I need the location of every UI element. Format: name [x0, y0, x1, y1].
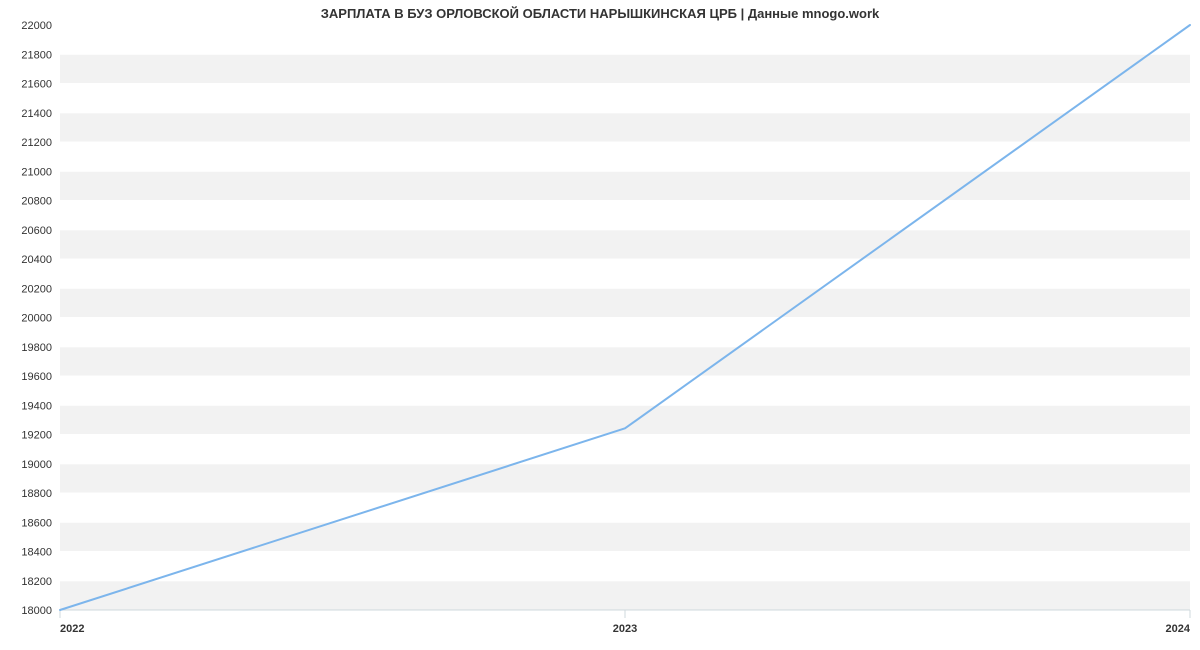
y-tick-label: 21400	[21, 108, 52, 120]
y-tick-label: 20400	[21, 254, 52, 266]
y-tick-label: 21000	[21, 166, 52, 178]
y-tick-label: 18400	[21, 547, 52, 559]
y-tick-label: 18600	[21, 517, 52, 529]
y-tick-label: 19800	[21, 342, 52, 354]
y-tick-label: 20600	[21, 225, 52, 237]
x-tick-label: 2022	[60, 623, 84, 635]
y-tick-label: 21600	[21, 79, 52, 91]
y-tick-label: 18800	[21, 488, 52, 500]
y-tick-label: 19000	[21, 459, 52, 471]
y-tick-label: 22000	[21, 20, 52, 32]
y-tick-label: 20000	[21, 313, 52, 325]
chart-title: ЗАРПЛАТА В БУЗ ОРЛОВСКОЙ ОБЛАСТИ НАРЫШКИ…	[0, 6, 1200, 21]
y-tick-label: 19400	[21, 400, 52, 412]
y-tick-label: 19600	[21, 371, 52, 383]
y-tick-label: 18200	[21, 576, 52, 588]
x-tick-label: 2023	[613, 623, 637, 635]
x-tick-label: 2024	[1166, 623, 1191, 635]
y-tick-label: 21800	[21, 49, 52, 61]
y-tick-label: 21200	[21, 137, 52, 149]
y-tick-label: 20200	[21, 283, 52, 295]
chart-svg: 18000 18200 18400 18600 18800 19000 19200 19400…	[0, 0, 1200, 650]
y-tick-label: 18000	[21, 605, 52, 617]
y-tick-label: 20800	[21, 196, 52, 208]
salary-line-chart: ЗАРПЛАТА В БУЗ ОРЛОВСКОЙ ОБЛАСТИ НАРЫШКИ…	[0, 0, 1200, 650]
y-tick-label: 19200	[21, 430, 52, 442]
